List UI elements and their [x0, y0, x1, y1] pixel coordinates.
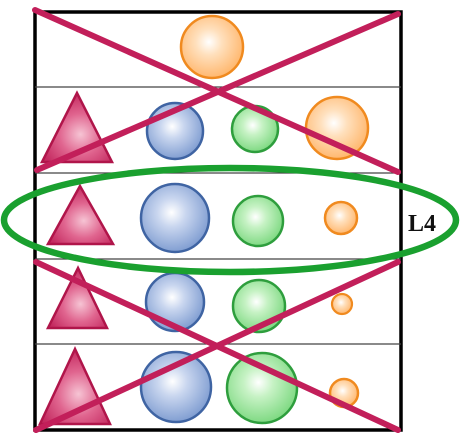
cross-line-top: [34, 11, 401, 173]
orange-circle: [330, 292, 354, 316]
blue-circle: [144, 271, 206, 333]
orange-circle: [323, 200, 359, 236]
green-circle: [225, 351, 299, 425]
blue-circle: [139, 350, 213, 424]
highlight-ellipse: [0, 164, 460, 276]
frame: [33, 10, 403, 432]
triangle: [45, 265, 109, 330]
layer-label: L4: [408, 211, 436, 237]
cross-line-bottom: [33, 259, 401, 433]
green-circle: [231, 194, 285, 248]
orange-circle: [179, 14, 245, 80]
orange-circle: [304, 95, 370, 161]
blue-circle: [139, 182, 211, 254]
triangle: [45, 183, 116, 246]
